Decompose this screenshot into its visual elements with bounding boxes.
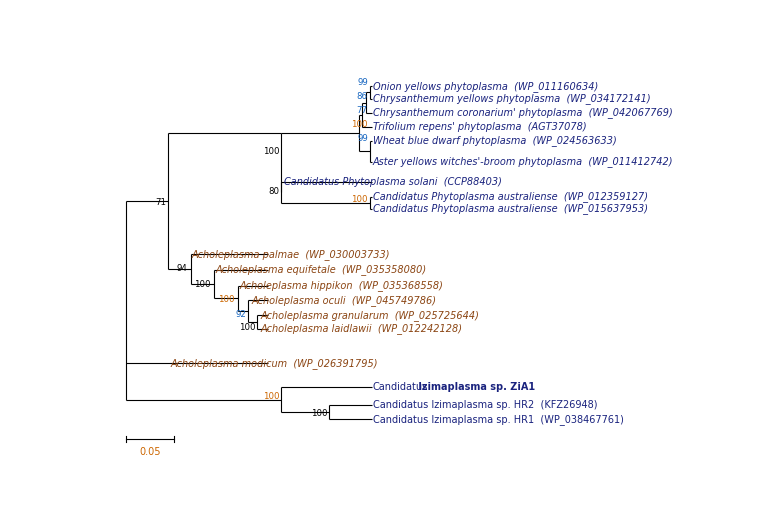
- Text: Chrysanthemum coronarium' phytoplasma  (WP_042067769): Chrysanthemum coronarium' phytoplasma (W…: [373, 107, 672, 118]
- Text: 99: 99: [357, 134, 368, 143]
- Text: Candidatus Izimaplasma sp. HR1  (WP_038467761): Candidatus Izimaplasma sp. HR1 (WP_03846…: [373, 414, 624, 425]
- Text: 80: 80: [269, 188, 280, 196]
- Text: 99: 99: [357, 78, 368, 88]
- Text: Candidatus Phytoplasma australiense  (WP_012359127): Candidatus Phytoplasma australiense (WP_…: [373, 192, 648, 203]
- Text: Wheat blue dwarf phytoplasma  (WP_024563633): Wheat blue dwarf phytoplasma (WP_0245636…: [373, 135, 616, 146]
- Text: 100: 100: [194, 280, 211, 289]
- Text: 86: 86: [357, 92, 368, 100]
- Text: 71: 71: [155, 198, 166, 207]
- Text: 94: 94: [176, 264, 187, 274]
- Text: Acholeplasma palmae  (WP_030003733): Acholeplasma palmae (WP_030003733): [192, 249, 390, 260]
- Text: 100: 100: [351, 120, 368, 130]
- Text: Candidatus: Candidatus: [373, 382, 428, 392]
- Text: 92: 92: [236, 310, 246, 319]
- Text: Acholeplasma hippikon  (WP_035368558): Acholeplasma hippikon (WP_035368558): [239, 280, 444, 291]
- Text: Onion yellows phytoplasma  (WP_011160634): Onion yellows phytoplasma (WP_011160634): [373, 81, 598, 92]
- Text: 100: 100: [263, 148, 280, 156]
- Text: Acholeplasma granularum  (WP_025725644): Acholeplasma granularum (WP_025725644): [260, 310, 479, 321]
- Text: Candidatus Phytoplasma solani  (CCP88403): Candidatus Phytoplasma solani (CCP88403): [284, 177, 502, 187]
- Text: Acholeplasma oculi  (WP_045749786): Acholeplasma oculi (WP_045749786): [251, 295, 437, 306]
- Text: Chrysanthemum yellows phytoplasma  (WP_034172141): Chrysanthemum yellows phytoplasma (WP_03…: [373, 93, 650, 104]
- Text: 0.05: 0.05: [139, 447, 161, 457]
- Text: Trifolium repens' phytoplasma  (AGT37078): Trifolium repens' phytoplasma (AGT37078): [373, 122, 586, 132]
- Text: Candidatus Phytoplasma australiense  (WP_015637953): Candidatus Phytoplasma australiense (WP_…: [373, 204, 648, 214]
- Text: 100: 100: [310, 409, 327, 419]
- Text: Acholeplasma equifetale  (WP_035358080): Acholeplasma equifetale (WP_035358080): [216, 264, 427, 275]
- Text: 100: 100: [263, 392, 280, 401]
- Text: Izimaplasma sp. ZiA1: Izimaplasma sp. ZiA1: [415, 382, 535, 392]
- Text: 77: 77: [357, 106, 368, 116]
- Text: 100: 100: [351, 195, 368, 204]
- Text: Aster yellows witches'-broom phytoplasma  (WP_011412742): Aster yellows witches'-broom phytoplasma…: [373, 156, 673, 167]
- Text: Acholeplasma laidlawii  (WP_012242128): Acholeplasma laidlawii (WP_012242128): [260, 323, 462, 334]
- Text: Acholeplasma modicum  (WP_026391795): Acholeplasma modicum (WP_026391795): [171, 358, 378, 369]
- Text: 100: 100: [239, 323, 256, 332]
- Text: Candidatus Izimaplasma sp. HR2  (KFZ26948): Candidatus Izimaplasma sp. HR2 (KFZ26948…: [373, 400, 597, 410]
- Text: 100: 100: [218, 295, 235, 304]
